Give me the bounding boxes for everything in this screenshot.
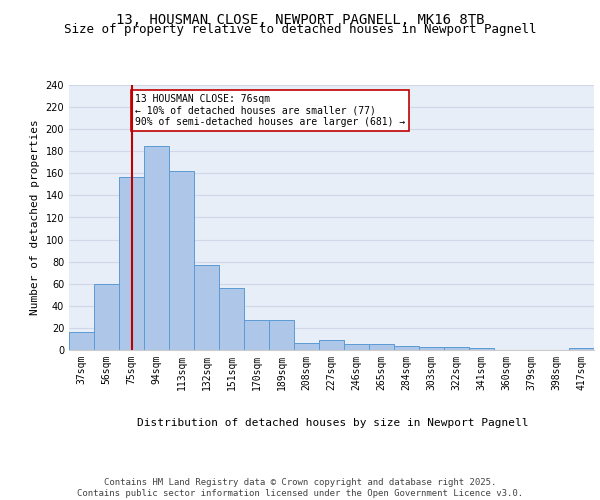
Bar xyxy=(319,340,344,350)
Bar xyxy=(469,348,494,350)
Bar xyxy=(169,171,194,350)
Bar xyxy=(294,344,319,350)
Bar xyxy=(344,344,369,350)
Bar xyxy=(194,265,219,350)
Bar xyxy=(244,320,269,350)
Bar xyxy=(69,332,94,350)
Bar xyxy=(144,146,169,350)
Bar xyxy=(219,288,244,350)
Text: Contains HM Land Registry data © Crown copyright and database right 2025.
Contai: Contains HM Land Registry data © Crown c… xyxy=(77,478,523,498)
Bar xyxy=(369,344,394,350)
Bar xyxy=(394,346,419,350)
Text: Distribution of detached houses by size in Newport Pagnell: Distribution of detached houses by size … xyxy=(137,418,529,428)
Bar xyxy=(419,346,444,350)
Bar xyxy=(569,348,594,350)
Bar xyxy=(94,284,119,350)
Y-axis label: Number of detached properties: Number of detached properties xyxy=(30,120,40,316)
Text: Size of property relative to detached houses in Newport Pagnell: Size of property relative to detached ho… xyxy=(64,22,536,36)
Bar xyxy=(444,346,469,350)
Bar xyxy=(269,320,294,350)
Bar xyxy=(119,176,144,350)
Text: 13, HOUSMAN CLOSE, NEWPORT PAGNELL, MK16 8TB: 13, HOUSMAN CLOSE, NEWPORT PAGNELL, MK16… xyxy=(116,12,484,26)
Text: 13 HOUSMAN CLOSE: 76sqm
← 10% of detached houses are smaller (77)
90% of semi-de: 13 HOUSMAN CLOSE: 76sqm ← 10% of detache… xyxy=(135,94,406,127)
